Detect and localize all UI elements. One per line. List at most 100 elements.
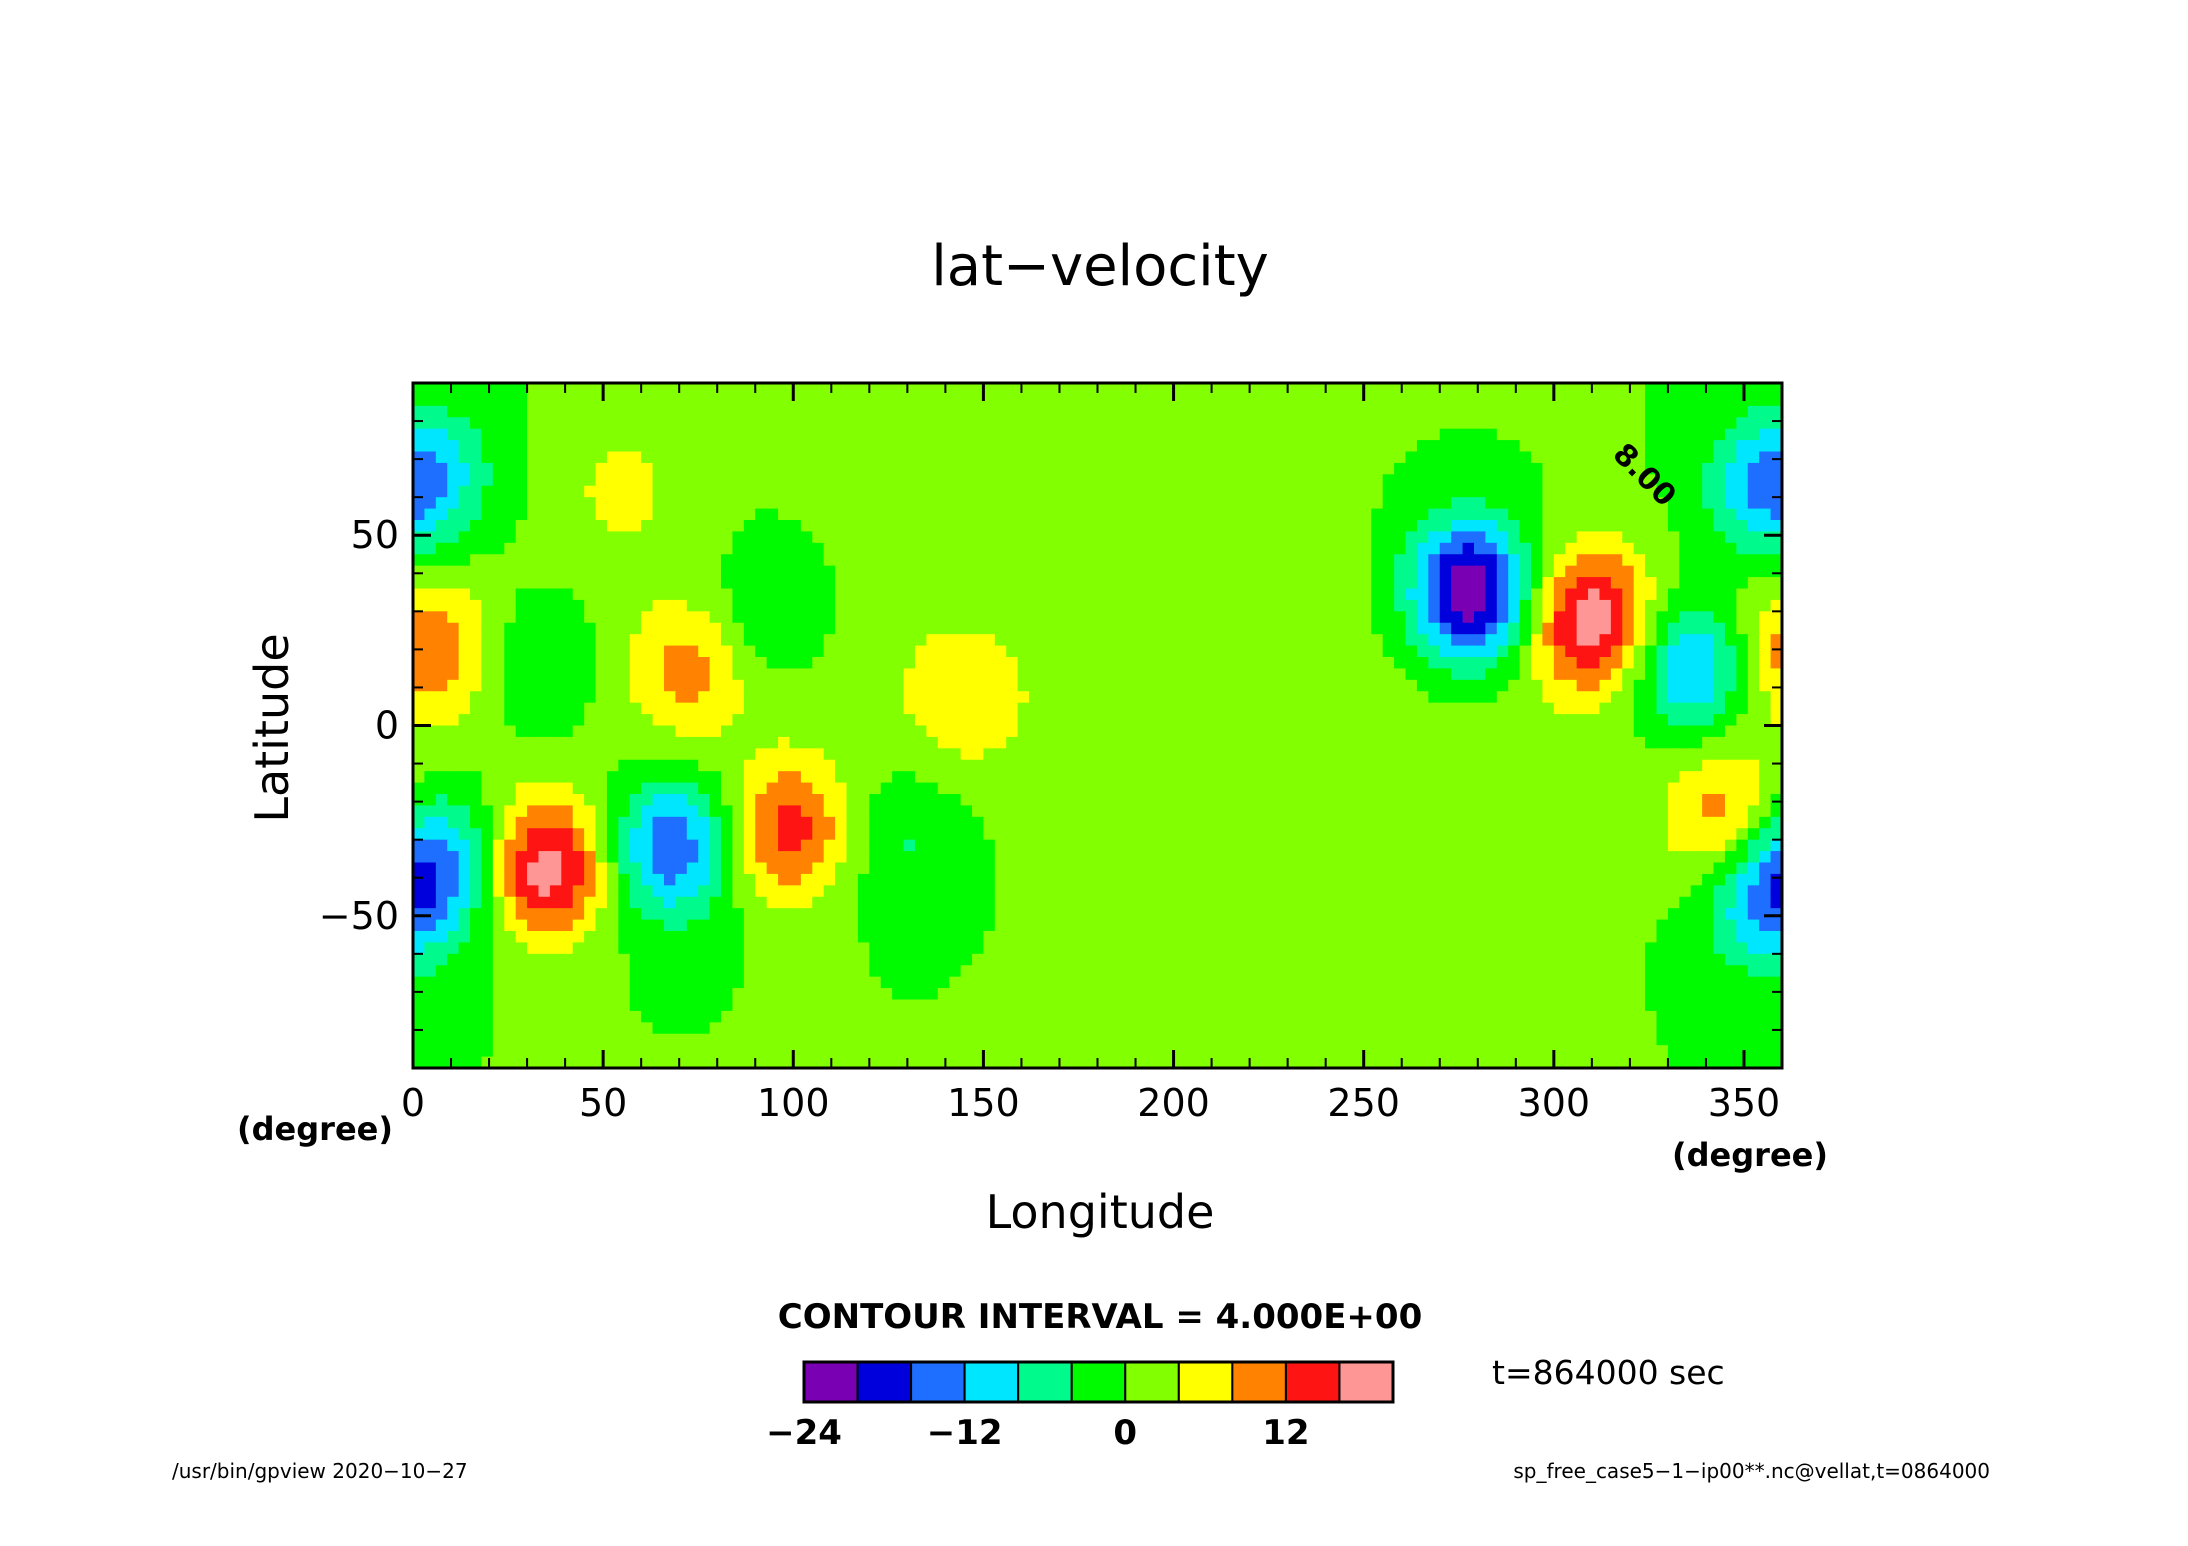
heatmap-cell [1143,440,1156,453]
heatmap-cell [1633,759,1646,772]
heatmap-cell [641,782,654,795]
heatmap-cell [1553,714,1566,727]
heatmap-cell [1405,657,1418,670]
heatmap-cell [424,611,437,624]
heatmap-cell [1074,394,1087,407]
heatmap-cell [698,394,711,407]
heatmap-cell [458,748,471,761]
heatmap-cell [1086,816,1099,829]
heatmap-cell [1770,565,1783,578]
heatmap-cell [1302,542,1315,555]
heatmap-cell [1759,622,1772,635]
heatmap-cell [1599,748,1612,761]
heatmap-cell [709,462,722,475]
heatmap-cell [1451,554,1464,567]
heatmap-cell [800,736,813,749]
heatmap-cell [1188,828,1201,841]
heatmap-cell [755,508,768,521]
heatmap-cell [458,383,471,396]
heatmap-cell [1029,702,1042,715]
heatmap-cell [1006,794,1019,807]
heatmap-cell [1154,805,1167,818]
heatmap-cell [584,520,597,533]
heatmap-cell [983,451,996,464]
heatmap-cell [880,383,893,396]
heatmap-cell [1724,657,1737,670]
heatmap-cell [1314,828,1327,841]
heatmap-cell [686,383,699,396]
heatmap-cell [584,771,597,784]
heatmap-cell [1724,451,1737,464]
heatmap-cell [458,531,471,544]
heatmap-cell [424,554,437,567]
heatmap-cell [1165,542,1178,555]
heatmap-cell [1508,405,1521,418]
heatmap-cell [1451,828,1464,841]
heatmap-cell [903,725,916,738]
heatmap-cell [1325,577,1338,590]
heatmap-cell [1724,531,1737,544]
heatmap-cell [903,668,916,681]
heatmap-cell [721,794,734,807]
heatmap-cell [743,748,756,761]
heatmap-cell [595,839,608,852]
heatmap-cell [1519,668,1532,681]
heatmap-cell [949,645,962,658]
heatmap-cell [1245,645,1258,658]
heatmap-cell [914,839,927,852]
heatmap-cell [1553,440,1566,453]
heatmap-cell [880,851,893,864]
heatmap-cell [652,588,665,601]
heatmap-cell [424,599,437,612]
heatmap-cell [698,736,711,749]
heatmap-cell [1188,394,1201,407]
heatmap-cell [458,634,471,647]
heatmap-cell [926,759,939,772]
heatmap-cell [1348,531,1361,544]
heatmap-cell [1325,679,1338,692]
heatmap-cell [1211,714,1224,727]
heatmap-cell [755,451,768,464]
heatmap-cell [1599,816,1612,829]
heatmap-cell [1633,714,1646,727]
heatmap-cell [1496,691,1509,704]
heatmap-cell [1245,428,1258,441]
heatmap-cell [846,508,859,521]
heatmap-cell [1325,440,1338,453]
heatmap-cell [1405,565,1418,578]
heatmap-cell [1029,417,1042,430]
heatmap-cell [1234,725,1247,738]
heatmap-cell [1029,679,1042,692]
heatmap-cell [481,451,494,464]
heatmap-cell [527,565,540,578]
heatmap-cell [1029,577,1042,590]
heatmap-cell [914,725,927,738]
heatmap-cell [686,748,699,761]
heatmap-cell [1371,428,1384,441]
heatmap-cell [549,383,562,396]
heatmap-cell [869,428,882,441]
heatmap-cell [1177,645,1190,658]
heatmap-cell [1428,428,1441,441]
heatmap-cell [481,782,494,795]
heatmap-cell [1245,531,1258,544]
heatmap-cell [1645,805,1658,818]
heatmap-cell [1645,565,1658,578]
heatmap-cell [869,851,882,864]
heatmap-cell [1074,668,1087,681]
heatmap-cell [1542,405,1555,418]
heatmap-cell [937,725,950,738]
heatmap-cell [606,645,619,658]
heatmap-cell [926,474,939,487]
heatmap-cell [1108,634,1121,647]
heatmap-cell [1257,851,1270,864]
heatmap-cell [1531,839,1544,852]
heatmap-cell [778,588,791,601]
heatmap-cell [1405,748,1418,761]
heatmap-cell [1143,759,1156,772]
heatmap-cell [1188,383,1201,396]
heatmap-cell [492,508,505,521]
heatmap-cell [675,542,688,555]
heatmap-cell [812,725,825,738]
heatmap-cell [1405,691,1418,704]
